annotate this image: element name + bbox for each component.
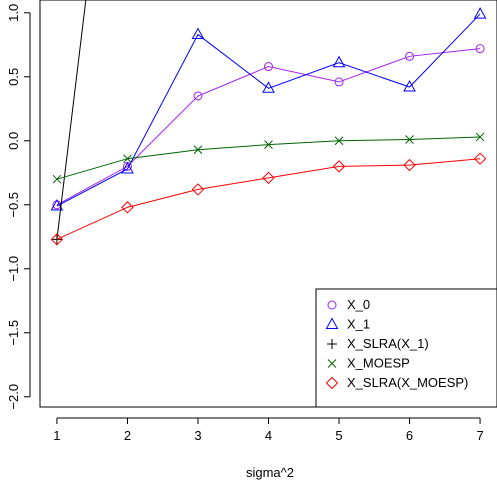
x-tick-label: 3: [194, 428, 201, 443]
legend-marker: [327, 339, 337, 349]
x-tick-label: 2: [124, 428, 131, 443]
data-point: [403, 158, 416, 172]
y-tick-label: −1.5: [6, 320, 21, 346]
y-tick-label: −2.0: [6, 384, 21, 410]
data-point: [193, 91, 203, 101]
series-0: [52, 44, 485, 210]
y-tick-label: 0.0: [6, 132, 21, 150]
data-point: [334, 77, 344, 87]
series-line: [56, 48, 481, 206]
data-point: [332, 55, 346, 68]
legend-marker: [325, 376, 339, 390]
series-line: [56, 13, 481, 207]
legend-item: X_MOESP: [327, 356, 410, 371]
series-2: [51, 0, 87, 245]
x-tick-label: 4: [265, 428, 272, 443]
series-3: [52, 132, 485, 184]
data-point: [50, 233, 64, 246]
legend-item: X_0: [327, 297, 370, 312]
legend-label: X_0: [347, 297, 370, 312]
legend-item: X_SLRA(X_1): [327, 336, 429, 351]
data-point: [121, 201, 134, 214]
data-point: [264, 62, 273, 72]
series-layer: [50, 0, 487, 246]
data-point: [123, 154, 132, 164]
legend-item: X_SLRA(X_MOESP): [325, 375, 468, 390]
data-point: [193, 145, 203, 155]
legend-marker: [327, 359, 337, 368]
data-point: [262, 81, 275, 93]
y-tick-label: 1.0: [6, 4, 21, 22]
legend-marker: [327, 300, 337, 310]
series-4: [50, 152, 487, 246]
data-point: [405, 135, 414, 144]
data-point: [264, 140, 273, 149]
series-line: [56, 158, 481, 240]
legend-label: X_MOESP: [347, 356, 410, 371]
y-tick-label: 0.5: [6, 68, 21, 86]
plot-frame: [39, 0, 497, 408]
legend-label: X_SLRA(X_1): [347, 336, 429, 351]
data-point: [191, 27, 205, 40]
legend-marker: [325, 317, 339, 329]
x-tick-label: 1: [53, 428, 60, 443]
data-point: [52, 174, 62, 184]
x-tick-label: 6: [406, 428, 413, 443]
data-point: [121, 161, 134, 174]
legend-item: X_1: [325, 317, 370, 332]
data-point: [403, 79, 416, 92]
x-axis: 1 2 3 4 5 6 7: [53, 417, 484, 443]
y-tick-label: −0.5: [6, 192, 21, 218]
data-point: [475, 44, 485, 54]
data-point: [262, 171, 275, 185]
legend: X_0 X_1 X_SLRA(X_1) X_MOESP X_SLRA(X_MOESP): [315, 288, 497, 408]
y-axis: −2.0 −1.5 −1.0 −0.5 0.0 0.5 1.0: [6, 4, 31, 410]
data-point: [473, 152, 487, 165]
x-axis-title: sigma^2: [246, 465, 294, 480]
legend-box: [315, 288, 497, 408]
data-point: [334, 136, 344, 146]
data-point: [475, 132, 485, 142]
y-tick-label: −1.0: [6, 256, 21, 282]
data-point: [50, 199, 64, 211]
legend-label: X_1: [347, 317, 370, 332]
data-point: [191, 183, 205, 196]
data-point: [405, 51, 415, 61]
legend-label: X_SLRA(X_MOESP): [347, 375, 468, 390]
series-line: [56, 0, 87, 240]
data-point: [332, 160, 346, 173]
x-tick-label: 5: [335, 428, 342, 443]
data-point: [473, 7, 487, 19]
x-tick-label: 7: [476, 428, 483, 443]
series-1: [50, 7, 487, 211]
